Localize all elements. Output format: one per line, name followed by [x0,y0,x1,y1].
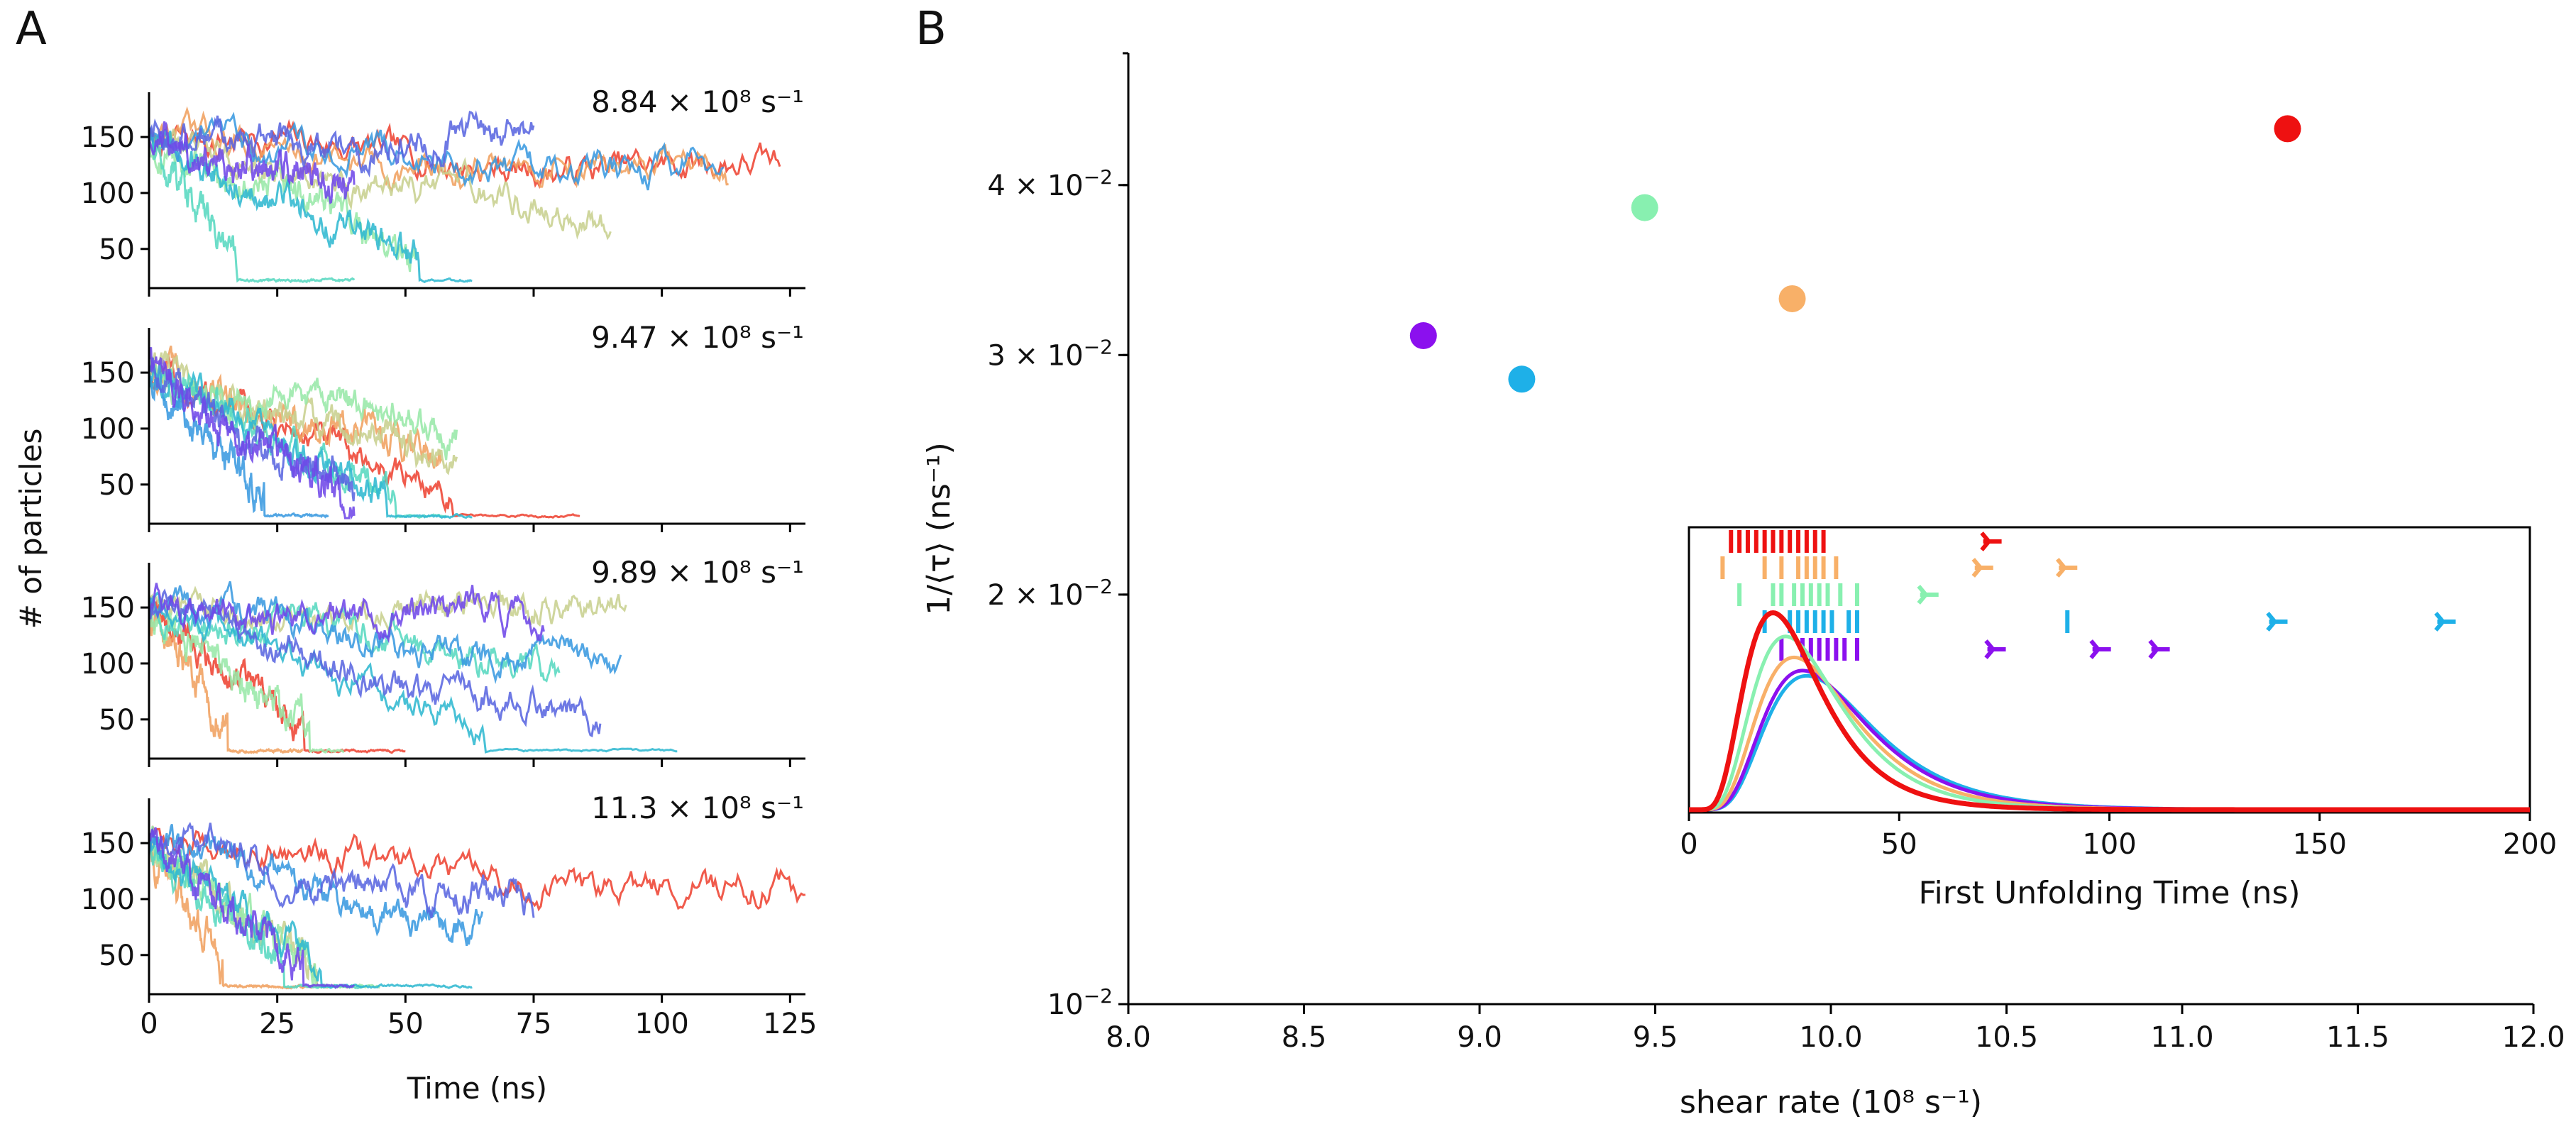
y-tick-label: 100 [81,413,135,446]
shear-rate-annotation: 11.3 × 10⁸ s⁻¹ [591,791,804,825]
y-axis-title: 1/⟨τ⟩ (ns⁻¹) [921,442,957,615]
outlier-marker [2089,639,2111,659]
outlier-marker [1984,639,2006,659]
x-tick-label: 12.0 [2501,1021,2565,1054]
x-tick-label: 10.0 [1799,1021,1862,1054]
y-tick-mantissa: 2 × [987,579,1047,612]
y-tick-mantissa: 3 × [987,339,1047,372]
panel-label-b: B [915,3,947,55]
subplot-1: 50 100 150 8.84 × 10⁸ s⁻¹ [81,84,805,297]
trajectory-line [148,583,545,644]
trajectory-line [148,119,781,189]
x-tick-label: 75 [516,1008,552,1040]
scatter-point [1508,365,1536,393]
inset-plot: 0 50 100 150 200 First Unfolding Time (ns) [1680,526,2557,911]
subplot-2: 50 100 150 9.47 × 10⁸ s⁻¹ [81,320,805,532]
trajectory-line [148,346,356,520]
x-tick-label: 100 [634,1008,688,1040]
inset-x-tick-label: 50 [1881,828,1917,861]
x-tick-label: 0 [140,1008,158,1040]
y-tick-label: 50 [99,469,135,502]
outlier-marker [2148,639,2170,659]
trajectory-line [148,607,304,754]
y-tick-label: 10−2 [1047,984,1113,1021]
subplot-4: 50 100 150 0 25 50 75 100 125 11.3 × 10⁸ s⁻¹ [81,791,818,1040]
x-tick-label: 9.5 [1633,1021,1678,1054]
outlier-marker [1917,585,1939,605]
trajectory-line [148,827,356,989]
y-tick-label: 50 [99,704,135,737]
x-axis-title: shear rate (10⁸ s⁻¹) [1680,1084,1982,1121]
y-tick-label: 100 [81,177,135,210]
y-tick-exponent: −2 [1084,335,1113,358]
trajectory-line [148,132,356,284]
outlier-marker [2434,612,2456,632]
trajectory-line [148,822,535,919]
x-tick-label: 11.0 [2150,1021,2213,1054]
y-tick-label: 2 × 10−2 [987,575,1113,612]
trajectory-line [148,121,356,205]
x-tick-label: 10.5 [1975,1021,2038,1054]
inset-x-tick-label: 200 [2503,828,2557,861]
outlier-marker [1971,558,1993,578]
x-tick-label: 25 [259,1008,295,1040]
trajectory-line [148,357,356,502]
y-tick-exponent: −2 [1084,165,1113,189]
scatter-point [1778,285,1806,312]
x-tick-label: 9.0 [1457,1021,1502,1054]
inset-x-tick-label: 150 [2293,828,2347,861]
y-tick-base: 10 [1047,170,1084,202]
inset-x-axis-title: First Unfolding Time (ns) [1918,875,2300,911]
shear-rate-annotation: 9.89 × 10⁸ s⁻¹ [591,555,804,590]
x-axis-title: Time (ns) [407,1071,547,1106]
y-tick-label: 4 × 10−2 [987,165,1113,202]
y-tick-mantissa: 4 × [987,170,1047,202]
x-tick-label: 8.5 [1282,1021,1327,1054]
y-tick-label: 150 [81,357,135,390]
y-tick-base: 10 [1047,579,1084,612]
x-tick-label: 50 [387,1008,424,1040]
inset-x-tick-label: 100 [2082,828,2136,861]
x-tick-label: 11.5 [2326,1021,2389,1054]
trajectory-line [148,588,602,738]
y-tick-base: 10 [1047,339,1084,372]
outlier-marker [2266,612,2288,632]
subplot-3: 50 100 150 9.89 × 10⁸ s⁻¹ [81,555,805,767]
y-tick-base: 10 [1047,989,1084,1021]
distribution-curve [1689,610,2530,813]
y-tick-exponent: −2 [1084,575,1113,598]
y-tick-label: 100 [81,648,135,681]
panel-a: 50 100 150 8.84 × 10⁸ s⁻¹ 50 100 150 9.47 × 10⁸… [13,84,818,1106]
outlier-marker [2055,558,2078,578]
y-tick-label: 150 [81,827,135,860]
scatter-point [1409,322,1437,350]
x-tick-label: 125 [763,1008,817,1040]
scatter-point [2274,115,2301,143]
y-tick-label: 50 [99,940,135,972]
panel-label-a: A [16,3,47,55]
y-tick-label: 100 [81,883,135,916]
panel-b: 8.0 8.5 9.0 9.5 10.0 10.5 11.0 11.5 12.010−22 × … [921,52,2565,1121]
x-tick-label: 8.0 [1106,1021,1151,1054]
trajectory-line [148,131,473,284]
shear-rate-annotation: 9.47 × 10⁸ s⁻¹ [591,320,804,355]
y-tick-label: 150 [81,121,135,154]
inset-x-tick-label: 0 [1680,828,1697,861]
y-tick-exponent: −2 [1084,984,1113,1008]
trajectory-line [148,111,725,191]
trajectory-line [148,110,535,178]
trajectory-line [148,608,345,754]
shear-rate-annotation: 8.84 × 10⁸ s⁻¹ [591,84,804,119]
outlier-marker [1980,532,2002,551]
y-tick-label: 150 [81,592,135,624]
y-axis-title: # of particles [13,429,48,629]
y-tick-label: 3 × 10−2 [987,335,1113,372]
scatter-point [1631,194,1658,221]
trajectory-line [148,823,484,947]
y-tick-label: 50 [99,233,135,266]
